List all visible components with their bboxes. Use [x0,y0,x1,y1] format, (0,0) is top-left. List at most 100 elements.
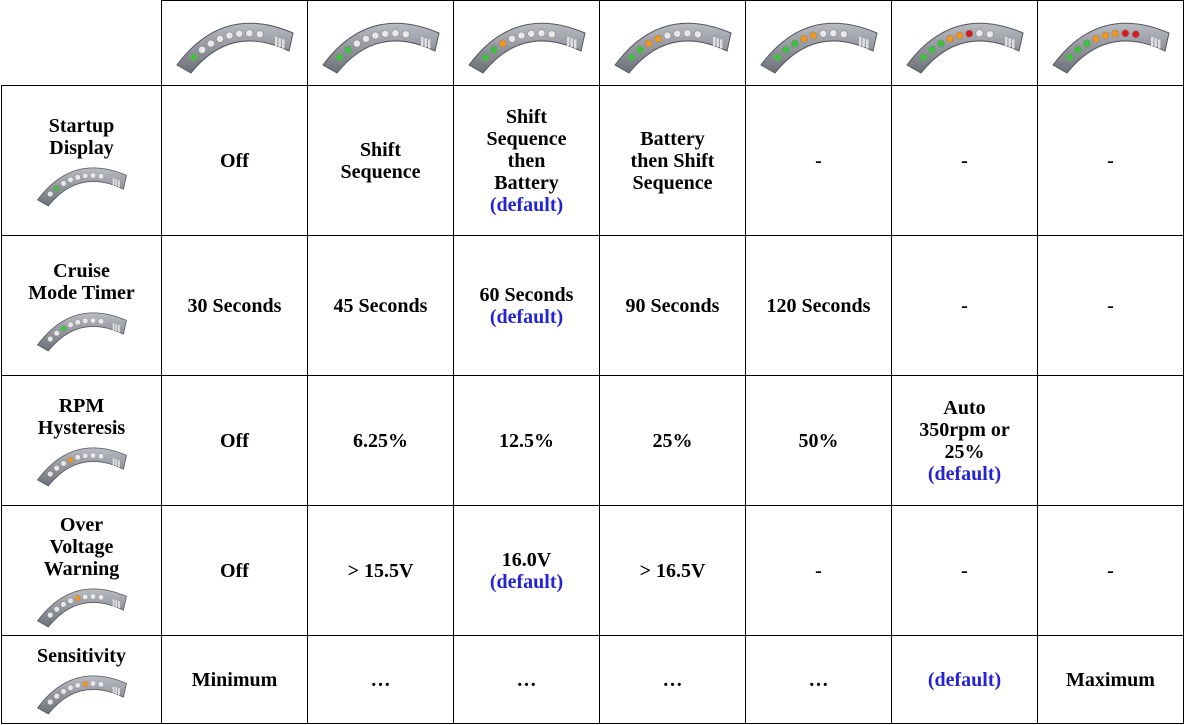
cell-text: … [662,668,683,691]
gauge-icon [613,22,732,74]
cell-content: 30 Seconds [188,295,282,317]
gauge-icon [36,167,127,206]
value-cell: Shift Sequence then Battery (default) [453,85,600,236]
gauge-icon [175,22,294,74]
indicator-dot [67,597,73,604]
button-slot [117,459,120,467]
indicator-dot [799,34,808,43]
cell-content: 60 Seconds (default) [480,284,574,328]
cell-content: Auto 350rpm or 25% (default) [913,397,1017,485]
cell-text: Off [220,559,249,582]
indicator-dot [635,45,644,54]
cell-text: … [370,668,391,691]
default-note: (default) [489,193,564,216]
indicator-dot [244,29,253,38]
cell-content: 16.0V (default) [490,549,563,593]
cell-content: - [1107,560,1114,582]
value-cell: - [745,505,892,636]
value-cell: Off [161,375,308,506]
indicator-dot [955,31,963,40]
header-cell [453,0,600,86]
cell-content: - [961,560,968,582]
indicator-dot [74,453,81,460]
cell-content: 25% [653,430,693,452]
cell-content: Maximum [1066,669,1155,691]
indicator-dot [81,680,88,687]
value-cell: - [891,505,1038,636]
button-slot [1011,39,1014,49]
cell-text: 45 Seconds [333,294,428,317]
indicator-dot [536,29,545,38]
indicator-dot [773,53,781,62]
button-slot [1157,39,1160,49]
indicator-dot [974,29,983,38]
indicator-dot [46,190,53,197]
indicator-dot [936,39,945,48]
value-cell: 45 Seconds [307,235,454,376]
gauge-icon [36,447,127,486]
cell-content: Off [220,150,249,172]
value-cell: 60 Seconds (default) [453,235,600,376]
indicator-dot [60,324,66,331]
value-cell: - [891,235,1038,376]
indicator-dot [60,600,66,607]
cell-content: - [1107,150,1114,172]
button-slot [112,457,115,465]
indicator-dot [67,456,73,463]
button-slot [573,39,576,49]
cell-text: - [815,149,822,172]
cell-content: 12.5% [499,430,554,452]
button-slot [420,37,423,46]
value-cell: 12.5% [453,375,600,506]
indicator-dot [89,452,96,459]
cell-text: Minimum [191,668,278,691]
value-cell: 50% [745,375,892,506]
indicator-dot [81,452,88,459]
button-slot [114,178,117,186]
row-label-cell: Over Voltage Warning [1,505,162,636]
button-slot [862,38,865,48]
value-cell: - [891,85,1038,236]
value-cell: … [599,635,746,724]
header-cell [307,0,454,86]
cell-content: … [517,669,537,691]
value-cell: - [745,85,892,236]
cell-content: … [371,669,391,691]
indicator-dot [371,31,379,40]
cell-text: 6.25% [353,429,408,452]
cell-content: - [1107,295,1114,317]
button-slot [117,179,120,187]
button-slot [865,39,868,49]
value-cell: Auto 350rpm or 25% (default) [891,375,1038,506]
cell-text: Shift Sequence [340,138,421,183]
indicator-dot [53,605,60,612]
header-cell [745,0,892,86]
cell-text: Maximum [1066,668,1155,691]
row-label: RPM Hysteresis [37,394,126,439]
indicator-dot [1131,30,1140,39]
indicator-dot [1065,53,1073,62]
gauge-icon [321,22,440,74]
indicator-dot [335,53,343,62]
table-row: Over Voltage Warning Off > 15.5V 16.0V (def… [1,505,1184,636]
indicator-dot [1101,31,1109,40]
button-slot [1008,38,1011,48]
cell-content: 6.25% [353,430,408,452]
cell-text: - [961,294,968,317]
indicator-dot [653,34,662,43]
indicator-dot [663,31,671,40]
button-slot [427,39,430,49]
cell-text: Off [220,429,249,452]
header-cell [1037,0,1184,86]
cell-content: - [815,560,822,582]
indicator-dot [97,680,104,687]
indicator-dot [401,30,410,39]
default-note: (default) [489,305,564,328]
indicator-dot [89,680,96,687]
cell-text: … [516,668,537,691]
indicator-dot [255,30,264,39]
indicator-dot [526,29,535,38]
gauge-icon [36,588,127,627]
indicator-dot [60,179,66,186]
indicator-dot [74,173,81,180]
